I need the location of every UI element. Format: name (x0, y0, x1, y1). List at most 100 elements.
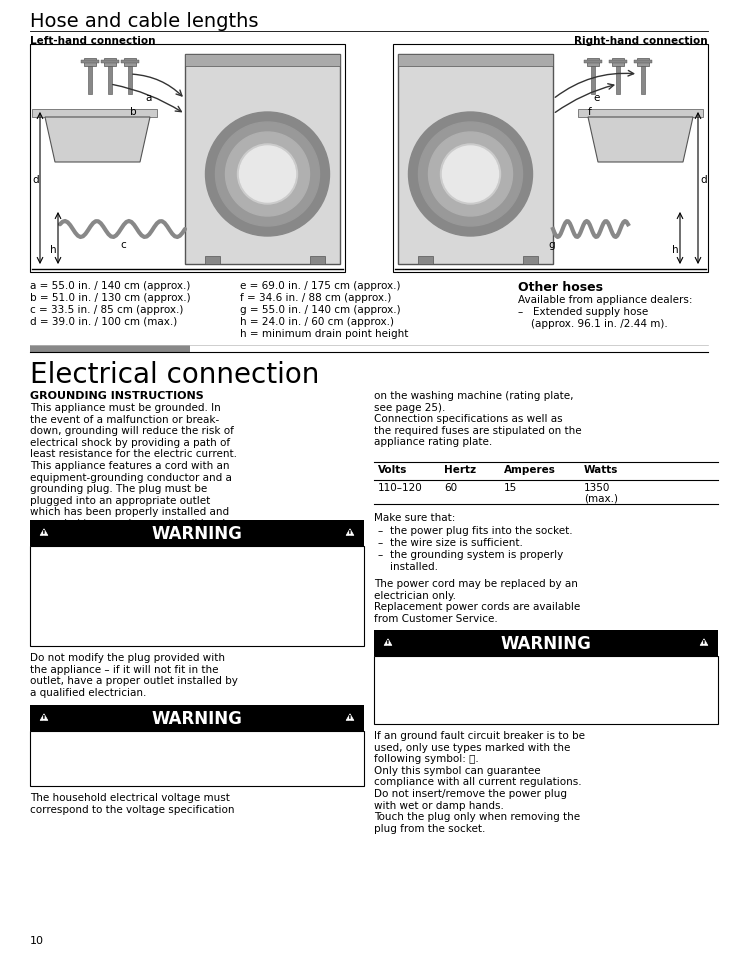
Text: f: f (588, 107, 592, 117)
Polygon shape (700, 639, 708, 646)
Bar (641, 65, 645, 95)
Text: c = 33.5 in. / 85 cm (approx.): c = 33.5 in. / 85 cm (approx.) (30, 305, 183, 314)
Bar (30, 45, 345, 273)
Bar (398, 55, 553, 67)
Bar (612, 59, 624, 67)
Circle shape (205, 112, 329, 236)
Bar (185, 55, 340, 67)
Bar (418, 256, 433, 265)
Text: !: ! (386, 639, 390, 648)
Text: The washing machine must only be
connected to an individual branch
circuit via a: The washing machine must only be connect… (36, 737, 221, 781)
Bar (587, 59, 599, 67)
Text: d: d (32, 174, 38, 185)
Text: f = 34.6 in. / 88 cm (approx.): f = 34.6 in. / 88 cm (approx.) (240, 293, 391, 303)
Bar (30, 346, 190, 353)
Text: e: e (593, 92, 599, 103)
Bar (30, 731, 364, 786)
Text: on the washing machine (rating plate,
see page 25).
Connection specifications as: on the washing machine (rating plate, se… (374, 391, 582, 447)
Circle shape (429, 132, 512, 216)
Text: To reduce the risk of fire or electrical
shock, DO NOT use an extension
cord or : To reduce the risk of fire or electrical… (380, 661, 572, 718)
Text: c: c (120, 240, 125, 250)
Text: Improper connection of the
equipment grounding conductor
may result in electric : Improper connection of the equipment gro… (36, 552, 218, 642)
Bar (32, 110, 157, 118)
Bar (637, 59, 649, 67)
Circle shape (409, 112, 533, 236)
Text: Right-hand connection: Right-hand connection (574, 36, 708, 46)
Bar (108, 65, 112, 95)
Text: Make sure that:: Make sure that: (374, 513, 455, 522)
Polygon shape (40, 529, 48, 536)
Bar (523, 256, 538, 265)
Text: Hose and cable lengths: Hose and cable lengths (30, 12, 258, 30)
Circle shape (240, 147, 295, 203)
Text: d = 39.0 in. / 100 cm (max.): d = 39.0 in. / 100 cm (max.) (30, 316, 177, 327)
Text: !: ! (348, 529, 352, 538)
Bar (121, 61, 139, 64)
Circle shape (226, 132, 309, 216)
Text: Volts: Volts (378, 464, 407, 475)
Bar (398, 55, 553, 265)
Bar (310, 256, 325, 265)
Text: –: – (378, 550, 383, 559)
Text: (max.): (max.) (584, 494, 618, 503)
Text: !: ! (42, 714, 46, 723)
Bar (84, 59, 96, 67)
Bar (616, 65, 620, 95)
Bar (393, 45, 708, 273)
Text: WARNING: WARNING (151, 709, 243, 727)
Text: h: h (50, 245, 57, 254)
Polygon shape (384, 639, 392, 646)
Text: Do not modify the plug provided with
the appliance – if it will not fit in the
o: Do not modify the plug provided with the… (30, 652, 238, 697)
Text: Electrical connection: Electrical connection (30, 360, 320, 389)
Text: 60: 60 (444, 482, 457, 493)
Polygon shape (346, 714, 354, 720)
Bar (81, 61, 99, 64)
Bar (88, 65, 92, 95)
Text: 1350: 1350 (584, 482, 610, 493)
Bar (374, 630, 718, 657)
Bar (634, 61, 652, 64)
Polygon shape (40, 714, 48, 720)
Text: 110–120: 110–120 (378, 482, 423, 493)
Bar (128, 65, 132, 95)
Text: The household electrical voltage must
correspond to the voltage specification: The household electrical voltage must co… (30, 792, 235, 814)
Text: 10: 10 (30, 935, 44, 945)
Text: a = 55.0 in. / 140 cm (approx.): a = 55.0 in. / 140 cm (approx.) (30, 281, 190, 291)
Text: the wire size is sufficient.: the wire size is sufficient. (390, 537, 523, 547)
Bar (609, 61, 627, 64)
Text: !: ! (348, 714, 352, 723)
Text: g: g (548, 240, 555, 250)
Text: If an ground fault circuit breaker is to be
used, only use types marked with the: If an ground fault circuit breaker is to… (374, 730, 585, 833)
Circle shape (443, 147, 498, 203)
Text: –: – (378, 525, 383, 536)
Text: b: b (130, 107, 137, 117)
Text: Other hoses: Other hoses (518, 281, 603, 294)
Text: 15: 15 (504, 482, 517, 493)
Polygon shape (45, 118, 150, 163)
Text: Left-hand connection: Left-hand connection (30, 36, 156, 46)
Bar (584, 61, 602, 64)
Text: e = 69.0 in. / 175 cm (approx.): e = 69.0 in. / 175 cm (approx.) (240, 281, 401, 291)
Text: –   Extended supply hose: – Extended supply hose (518, 307, 648, 316)
Bar (374, 657, 718, 724)
Text: g = 55.0 in. / 140 cm (approx.): g = 55.0 in. / 140 cm (approx.) (240, 305, 401, 314)
Text: The power cord may be replaced by an
electrician only.
Replacement power cords a: The power cord may be replaced by an ele… (374, 578, 580, 623)
Text: WARNING: WARNING (500, 635, 591, 652)
Text: h = minimum drain point height: h = minimum drain point height (240, 329, 408, 338)
Polygon shape (346, 529, 354, 536)
Text: the grounding system is properly: the grounding system is properly (390, 550, 563, 559)
Bar (578, 110, 703, 118)
Polygon shape (588, 118, 693, 163)
Bar (101, 61, 119, 64)
Text: Watts: Watts (584, 464, 618, 475)
Circle shape (215, 123, 320, 227)
Bar (205, 256, 220, 265)
Text: WARNING: WARNING (151, 524, 243, 542)
Text: d: d (700, 174, 706, 185)
Text: !: ! (702, 639, 706, 648)
Circle shape (418, 123, 523, 227)
Text: GROUNDING INSTRUCTIONS: GROUNDING INSTRUCTIONS (30, 391, 204, 400)
Circle shape (238, 145, 297, 205)
Bar (185, 55, 340, 265)
Text: (approx. 96.1 in. /2.44 m).: (approx. 96.1 in. /2.44 m). (518, 318, 668, 329)
